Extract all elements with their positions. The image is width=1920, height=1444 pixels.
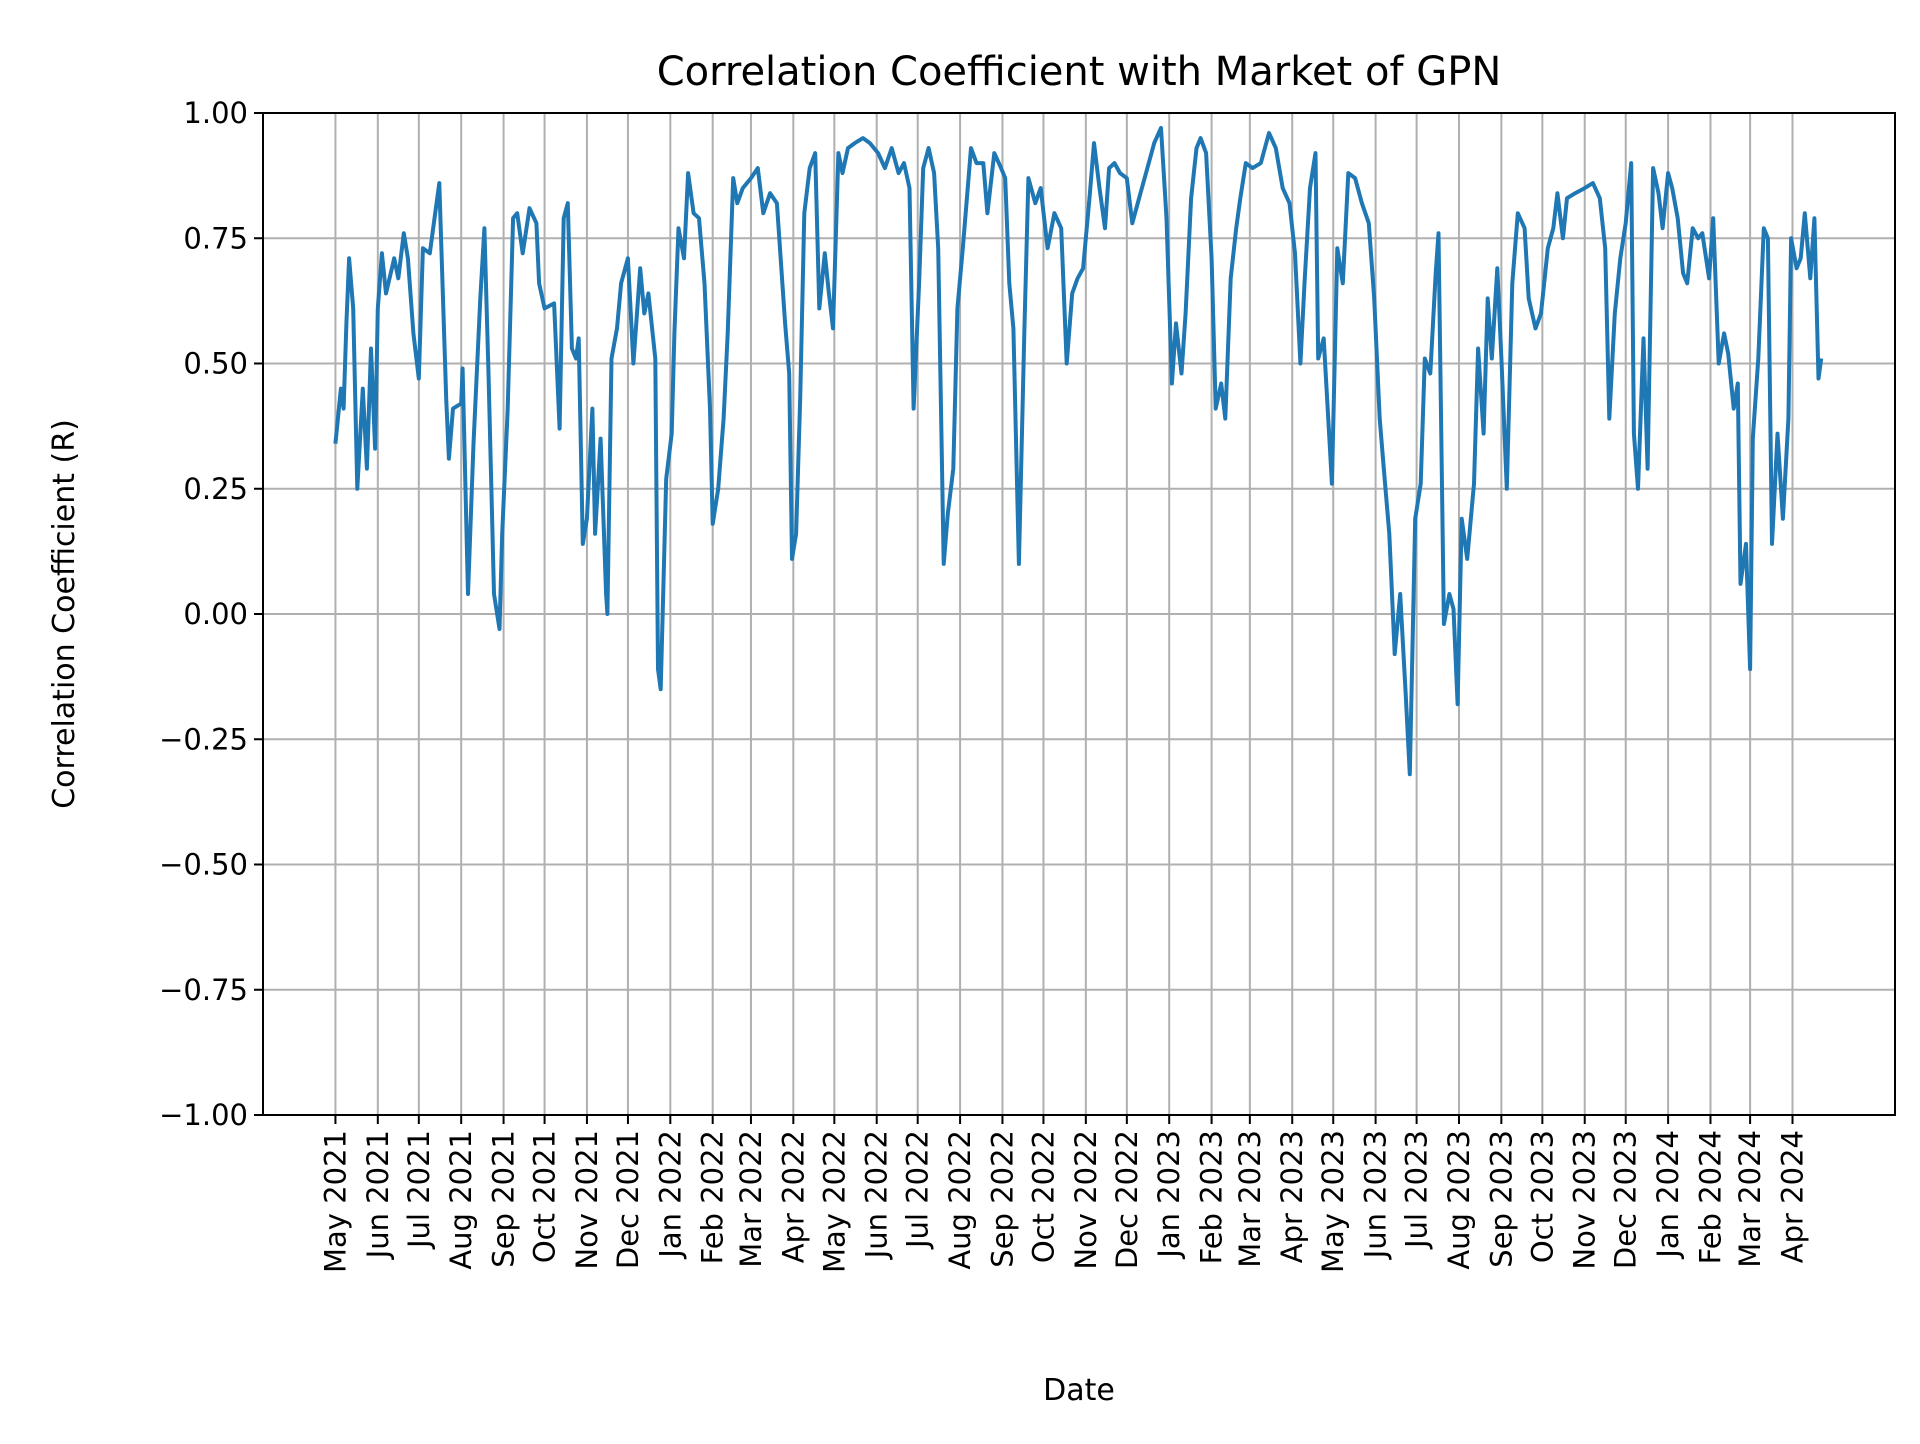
- chart-title: Correlation Coefficient with Market of G…: [657, 49, 1502, 95]
- x-tick-label: Jul 2022: [901, 1130, 935, 1250]
- y-tick-label: −0.25: [159, 722, 248, 756]
- y-tick-label: 0.00: [183, 597, 248, 631]
- x-tick-label: Feb 2022: [696, 1130, 730, 1264]
- y-tick-label: −1.00: [159, 1098, 248, 1132]
- x-tick-label: Jun 2023: [1359, 1130, 1393, 1260]
- y-tick-label: 1.00: [183, 96, 248, 130]
- x-tick-label: Aug 2022: [943, 1130, 977, 1270]
- x-tick-label: Aug 2021: [444, 1130, 478, 1270]
- x-tick-label: Mar 2022: [734, 1130, 768, 1268]
- y-tick-label: −0.50: [159, 848, 248, 882]
- y-tick-label: 0.25: [183, 472, 248, 506]
- x-tick-label: Dec 2023: [1609, 1130, 1643, 1269]
- x-tick-label: Jan 2022: [653, 1130, 687, 1260]
- x-tick-label: Nov 2022: [1069, 1130, 1103, 1270]
- series-layer: [333, 126, 1824, 777]
- x-tick-label: Jul 2023: [1400, 1130, 1434, 1250]
- x-tick-label: Sep 2023: [1484, 1130, 1518, 1268]
- x-tick-label: Nov 2023: [1568, 1130, 1602, 1270]
- x-tick-label: Jun 2022: [860, 1130, 894, 1260]
- x-tick-label: Sep 2022: [985, 1130, 1019, 1268]
- x-tick-label: Feb 2024: [1693, 1130, 1727, 1264]
- x-tick-label: Jan 2024: [1651, 1130, 1685, 1260]
- y-axis-label: Correlation Coefficient (R): [47, 419, 82, 809]
- x-tick-label: Apr 2023: [1275, 1130, 1309, 1263]
- x-tick-label: Jan 2023: [1152, 1130, 1186, 1260]
- x-tick-label: Jun 2021: [361, 1130, 395, 1260]
- x-tick-label: Mar 2024: [1733, 1130, 1767, 1268]
- y-tick-label: 0.75: [183, 221, 248, 255]
- x-tick-label: Dec 2021: [611, 1130, 645, 1269]
- x-tick-label: Feb 2023: [1195, 1130, 1229, 1264]
- x-tick-label: Apr 2022: [776, 1130, 810, 1263]
- correlation-line: [333, 126, 1824, 777]
- x-tick-label: Jul 2021: [402, 1130, 436, 1250]
- x-tick-label: Oct 2023: [1525, 1130, 1559, 1263]
- y-tick-label: −0.75: [159, 973, 248, 1007]
- y-axis-ticks: −1.00 −0.75 −0.50 −0.25 0.00 0.25 0.50 0.75 1.00: [159, 96, 263, 1132]
- x-tick-label: Mar 2023: [1233, 1130, 1267, 1268]
- x-tick-label: Apr 2024: [1775, 1130, 1809, 1263]
- x-tick-label: May 2023: [1316, 1130, 1350, 1273]
- y-tick-label: 0.50: [183, 347, 248, 381]
- x-tick-label: Dec 2022: [1110, 1130, 1144, 1269]
- x-tick-label: Oct 2021: [528, 1130, 562, 1263]
- x-tick-label: May 2022: [817, 1130, 851, 1273]
- x-axis-label: Date: [1043, 1373, 1115, 1408]
- x-tick-label: Sep 2021: [487, 1130, 521, 1268]
- x-axis-ticks: May 2021 Jun 2021 Jul 2021 Aug 2021 Sep 2021…: [318, 1115, 1809, 1273]
- x-tick-label: May 2021: [318, 1130, 352, 1273]
- x-tick-label: Nov 2021: [570, 1130, 604, 1270]
- x-tick-label: Oct 2022: [1026, 1130, 1060, 1263]
- x-tick-label: Aug 2023: [1442, 1130, 1476, 1270]
